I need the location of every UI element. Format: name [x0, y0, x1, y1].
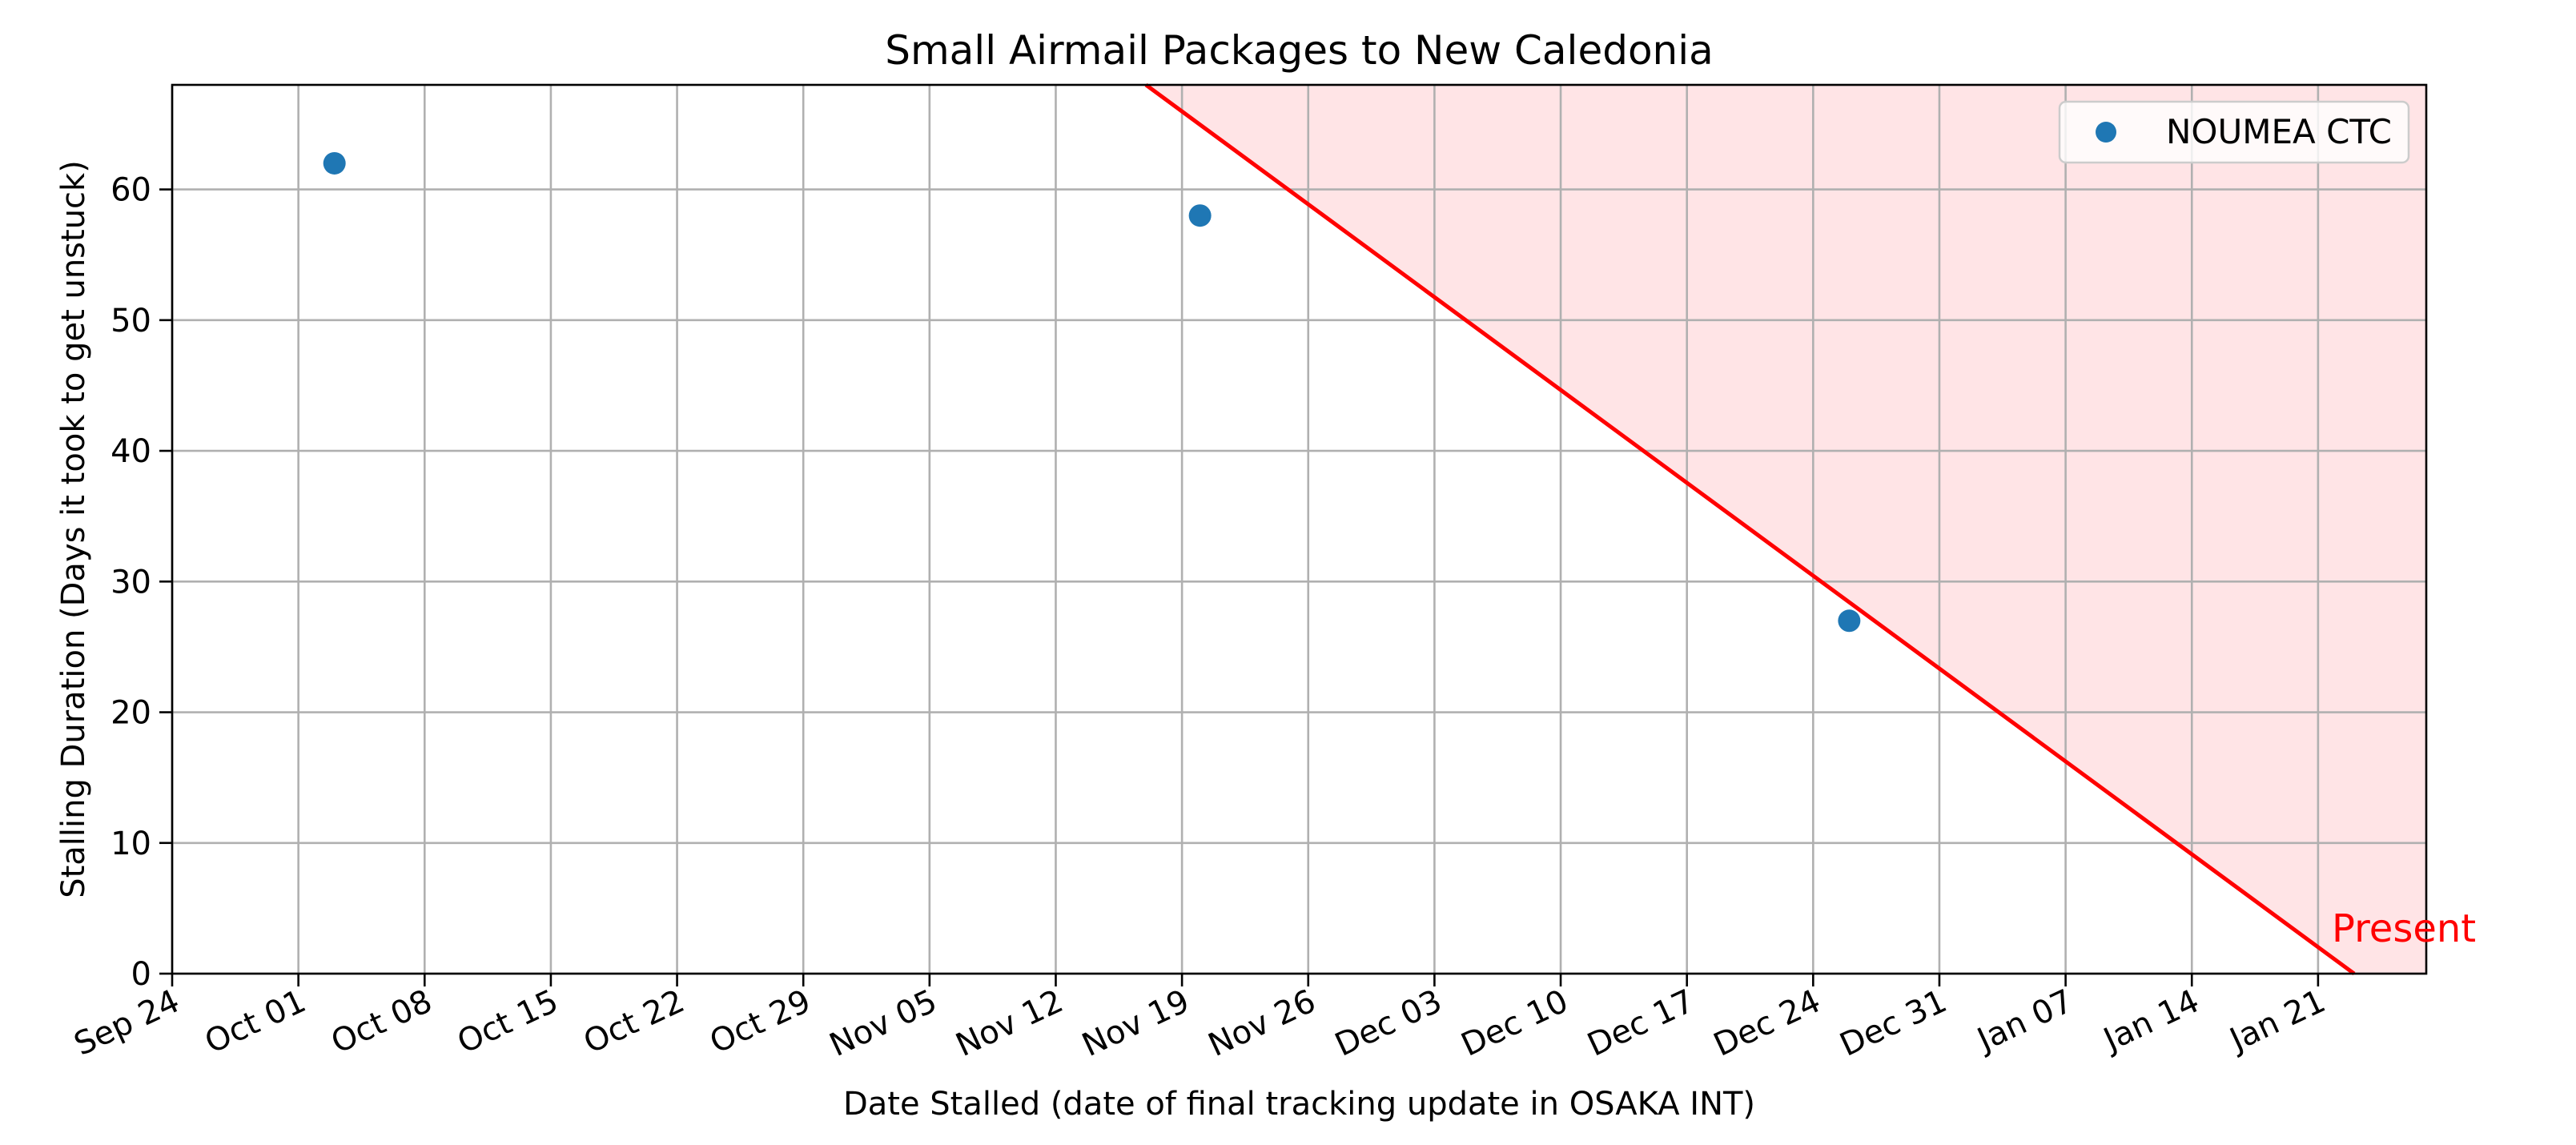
data-point — [323, 151, 346, 175]
y-tick-label: 10 — [111, 826, 151, 862]
x-tick-label: Dec 03 — [1329, 982, 1447, 1063]
x-tick-label: Nov 05 — [824, 982, 942, 1064]
data-point — [1838, 609, 1861, 633]
legend: NOUMEA CTC — [2058, 100, 2410, 164]
x-tick-label: Nov 12 — [950, 982, 1069, 1064]
x-tick-label: Nov 26 — [1203, 982, 1321, 1064]
future-shaded-region — [1146, 85, 2426, 974]
y-tick-label: 20 — [111, 695, 151, 732]
x-tick-label: Oct 08 — [326, 982, 438, 1061]
x-tick-label: Oct 29 — [705, 982, 817, 1061]
x-tick-label: Nov 19 — [1076, 982, 1195, 1064]
x-tick-label: Dec 31 — [1835, 982, 1952, 1063]
x-tick-label: Jan 07 — [1970, 982, 2079, 1059]
x-tick-label: Dec 17 — [1582, 982, 1700, 1063]
plot-frame — [171, 83, 2428, 975]
x-tick-label: Dec 24 — [1708, 982, 1826, 1063]
x-tick-label: Jan 14 — [2096, 982, 2205, 1059]
present-line — [1144, 82, 2356, 976]
y-tick-label: 60 — [111, 172, 151, 209]
y-tick-label: 0 — [131, 956, 151, 993]
present-label: Present — [2332, 906, 2476, 951]
legend-box — [2058, 100, 2410, 164]
x-tick-label: Oct 01 — [199, 982, 311, 1061]
x-tick-label: Oct 15 — [452, 982, 564, 1061]
y-axis-label: Stalling Duration (Days it took to get u… — [55, 160, 92, 898]
legend-label: NOUMEA CTC — [2166, 112, 2392, 151]
chart-title: Small Airmail Packages to New Caledonia — [885, 27, 1714, 74]
x-tick-label: Sep 24 — [69, 982, 185, 1063]
x-axis-label: Date Stalled (date of final tracking upd… — [843, 1086, 1755, 1123]
data-point — [1188, 204, 1212, 227]
y-tick-label: 50 — [111, 303, 151, 339]
legend-marker — [2096, 122, 2116, 143]
y-tick-label: 40 — [111, 433, 151, 470]
x-tick-label: Oct 22 — [578, 982, 690, 1061]
y-tick-label: 30 — [111, 564, 151, 601]
x-tick-label: Jan 21 — [2222, 982, 2331, 1059]
x-tick-label: Dec 10 — [1456, 982, 1573, 1063]
